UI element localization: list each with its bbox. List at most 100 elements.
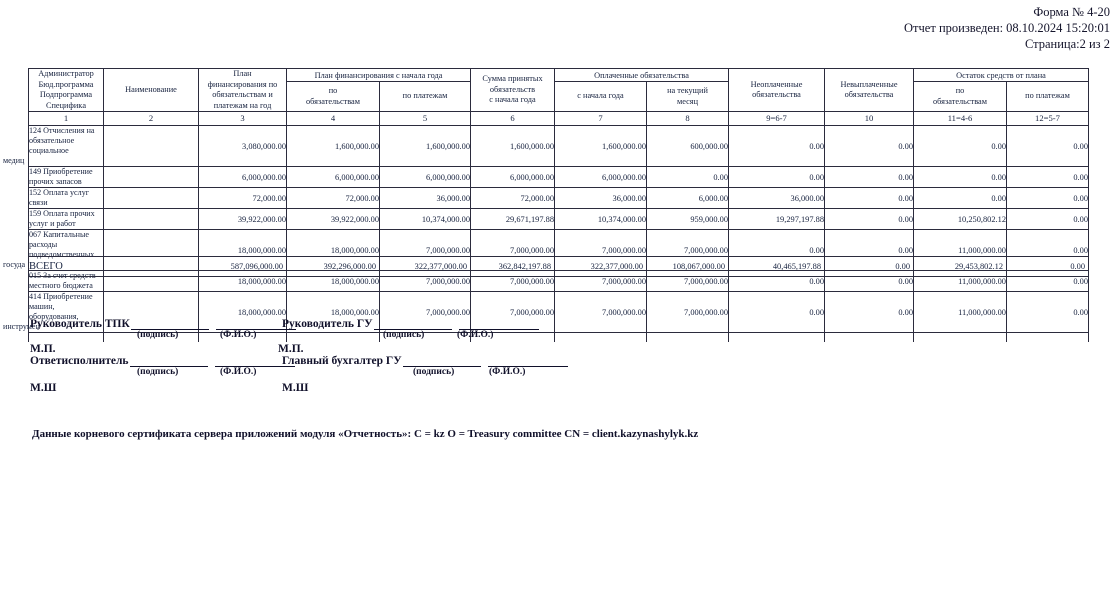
signature-line-sign[interactable]: [129, 355, 208, 367]
row-value-cell: 36,000.00: [554, 187, 647, 209]
signature-captions-tpk: (подпись) (Ф.И.О.): [30, 330, 300, 343]
row-value-cell: 6,000,000.00: [198, 166, 287, 188]
header-admin-line1: Администратор: [38, 69, 94, 78]
row-name-wrap-line: медиц: [3, 156, 25, 165]
signature-line-sign[interactable]: [130, 318, 209, 330]
row-value-cell: 1,600,000.00: [379, 125, 471, 167]
header-paid-current-month-col: на текущий месяц: [646, 81, 729, 112]
signature-row-head-tpk: Руководитель ТПК: [30, 318, 300, 330]
header-plan-oblig-line2: обязательствам: [305, 96, 360, 106]
signature-row-chief-accountant: Главный бухгалтер ГУ: [282, 355, 582, 367]
header-undisbursed-line2: обязательства: [844, 90, 894, 99]
row-value-cell: 10,250,802.12: [913, 208, 1007, 230]
row-value-cell: 7,000,000.00: [379, 291, 471, 333]
header-year-plan-line4: платежам на год: [213, 100, 272, 110]
spacer-cell: [913, 332, 1007, 342]
col-number: 7: [554, 111, 647, 126]
signature-row-responsible: Ответисполнитель: [30, 355, 300, 367]
budget-report-table: Администратор Бюд.программа Подпрограмма…: [3, 67, 1090, 342]
totals-value: 0.00: [1006, 256, 1089, 277]
header-year-plan-col: План финансирования по обязательствам и …: [198, 68, 287, 112]
col-number: 10: [824, 111, 914, 126]
row-code-name-line: 067 Капитальные расходы подведомственных: [29, 230, 95, 259]
totals-value: 40,465,197.88: [728, 256, 825, 277]
col-number: 9=6-7: [728, 111, 825, 126]
row-value-cell: 0.00: [913, 125, 1007, 167]
header-plan-oblig-line1: по: [328, 86, 338, 96]
row-value-cell: 72,000.00: [286, 187, 380, 209]
row-value-cell: 36,000.00: [728, 187, 825, 209]
row-value-cell: 959,000.00: [646, 208, 729, 230]
totals-value: 362,842,197.88: [470, 256, 555, 277]
header-name-col: Наименование: [103, 68, 199, 112]
table-row: 152 Оплата услуг связи 72,000.00 72,000.00…: [28, 187, 1090, 209]
caption-fio: (Ф.И.О.): [489, 367, 526, 377]
header-accepted-obligations-col: Сумма принятых обязательств с начала год…: [470, 68, 555, 112]
signature-captions-chief-accountant: (подпись) (Ф.И.О.): [282, 367, 582, 380]
signature-line-fio[interactable]: [487, 355, 568, 367]
row-code-name-line: 124 Отчисления на обязательное социально…: [29, 126, 95, 155]
caption-fio: (Ф.И.О.): [220, 330, 257, 340]
row-value-cell: 0.00: [728, 166, 825, 188]
totals-value: 322,377,000.00: [554, 256, 647, 277]
row-value-cell: 0.00: [1005, 166, 1090, 188]
header-year-plan-line3: обязательствам и: [212, 90, 273, 99]
spacer-cell: [646, 332, 729, 342]
header-remaining-by-obligations-col: по обязательствам: [913, 81, 1007, 112]
row-code-and-name: 124 Отчисления на обязательное социально…: [3, 125, 104, 167]
signature-line-fio[interactable]: [458, 318, 539, 330]
header-accepted-line1: Сумма принятых: [482, 74, 543, 84]
header-accepted-line2: обязательств: [489, 84, 536, 94]
col-number: 5: [379, 111, 471, 126]
signature-role-label: Руководитель ГУ: [282, 318, 373, 330]
header-accepted-line3: с начала года: [489, 95, 536, 105]
signature-line-sign[interactable]: [402, 355, 481, 367]
header-group-paid-obligations: Оплаченные обязательства: [554, 67, 729, 83]
totals-value: 322,377,000.00: [379, 256, 471, 277]
row-name-empty-cell: [103, 125, 199, 167]
signature-line-sign[interactable]: [373, 318, 452, 330]
row-code-name-line: 152 Оплата услуг связи: [29, 188, 90, 207]
header-plan-by-obligations-col: по обязательствам: [286, 81, 380, 112]
signature-line-fio[interactable]: [214, 355, 295, 367]
row-value-cell: 19,297,197.88: [728, 208, 825, 230]
caption-signature: (подпись): [413, 367, 455, 377]
header-undisbursed-line1: Невыплаченные: [840, 79, 898, 89]
row-value-cell: 6,000,000.00: [379, 166, 471, 188]
row-value-cell: 1,600,000.00: [470, 125, 555, 167]
header-remaining-oblig-line1: по: [955, 86, 965, 96]
row-name-empty-cell: [103, 291, 199, 333]
header-paid-month-line2: месяц: [676, 96, 699, 106]
row-value-cell: 11,000,000.00: [913, 291, 1007, 333]
row-value-cell: 39,922,000.00: [286, 208, 380, 230]
caption-signature: (подпись): [383, 330, 425, 340]
generated-timestamp: Отчет произведен: 08.10.2024 15:20:01: [904, 21, 1110, 35]
row-name-wrap-line: госуда: [3, 260, 26, 269]
form-number: Форма № 4-20: [1033, 5, 1110, 19]
row-code-name-line: 149 Приобретение прочих запасов: [29, 167, 93, 186]
header-plan-by-payments-col: по платежам: [379, 81, 471, 112]
spacer-cell: [728, 332, 825, 342]
document-header: Форма № 4-20 Отчет произведен: 08.10.202…: [904, 4, 1110, 52]
row-name-empty-cell: [103, 208, 199, 230]
row-value-cell: 36,000.00: [379, 187, 471, 209]
row-value-cell: 7,000,000.00: [470, 291, 555, 333]
header-admin-col: Администратор Бюд.программа Подпрограмма…: [28, 68, 104, 112]
header-group-plan-from-year-start: План финансирования с начала года: [286, 67, 471, 83]
row-value-cell: 72,000.00: [470, 187, 555, 209]
row-code-and-name: 152 Оплата услуг связи: [28, 187, 104, 209]
col-number: 3: [198, 111, 287, 126]
row-value-cell: 0.00: [1005, 291, 1090, 333]
row-code-name-line: 414 Приобретение машин, оборудования,: [29, 292, 93, 321]
caption-fio: (Ф.И.О.): [220, 367, 257, 377]
signature-line-fio[interactable]: [215, 318, 296, 330]
row-value-cell: 0.00: [824, 166, 914, 188]
header-undisbursed-obligations-col: Невыплаченные обязательства: [824, 68, 914, 112]
header-unpaid-obligations-col: Неоплаченные обязательства: [728, 68, 825, 112]
totals-name-cell: [103, 256, 199, 277]
stamp-mark-mp-1: М.П.: [30, 343, 56, 355]
totals-value: 29,453,802.12: [913, 256, 1007, 277]
signature-captions-head-gu: (подпись) (Ф.И.О.): [282, 330, 582, 343]
caption-signature: (подпись): [137, 367, 179, 377]
col-number: 11=4-6: [913, 111, 1007, 126]
